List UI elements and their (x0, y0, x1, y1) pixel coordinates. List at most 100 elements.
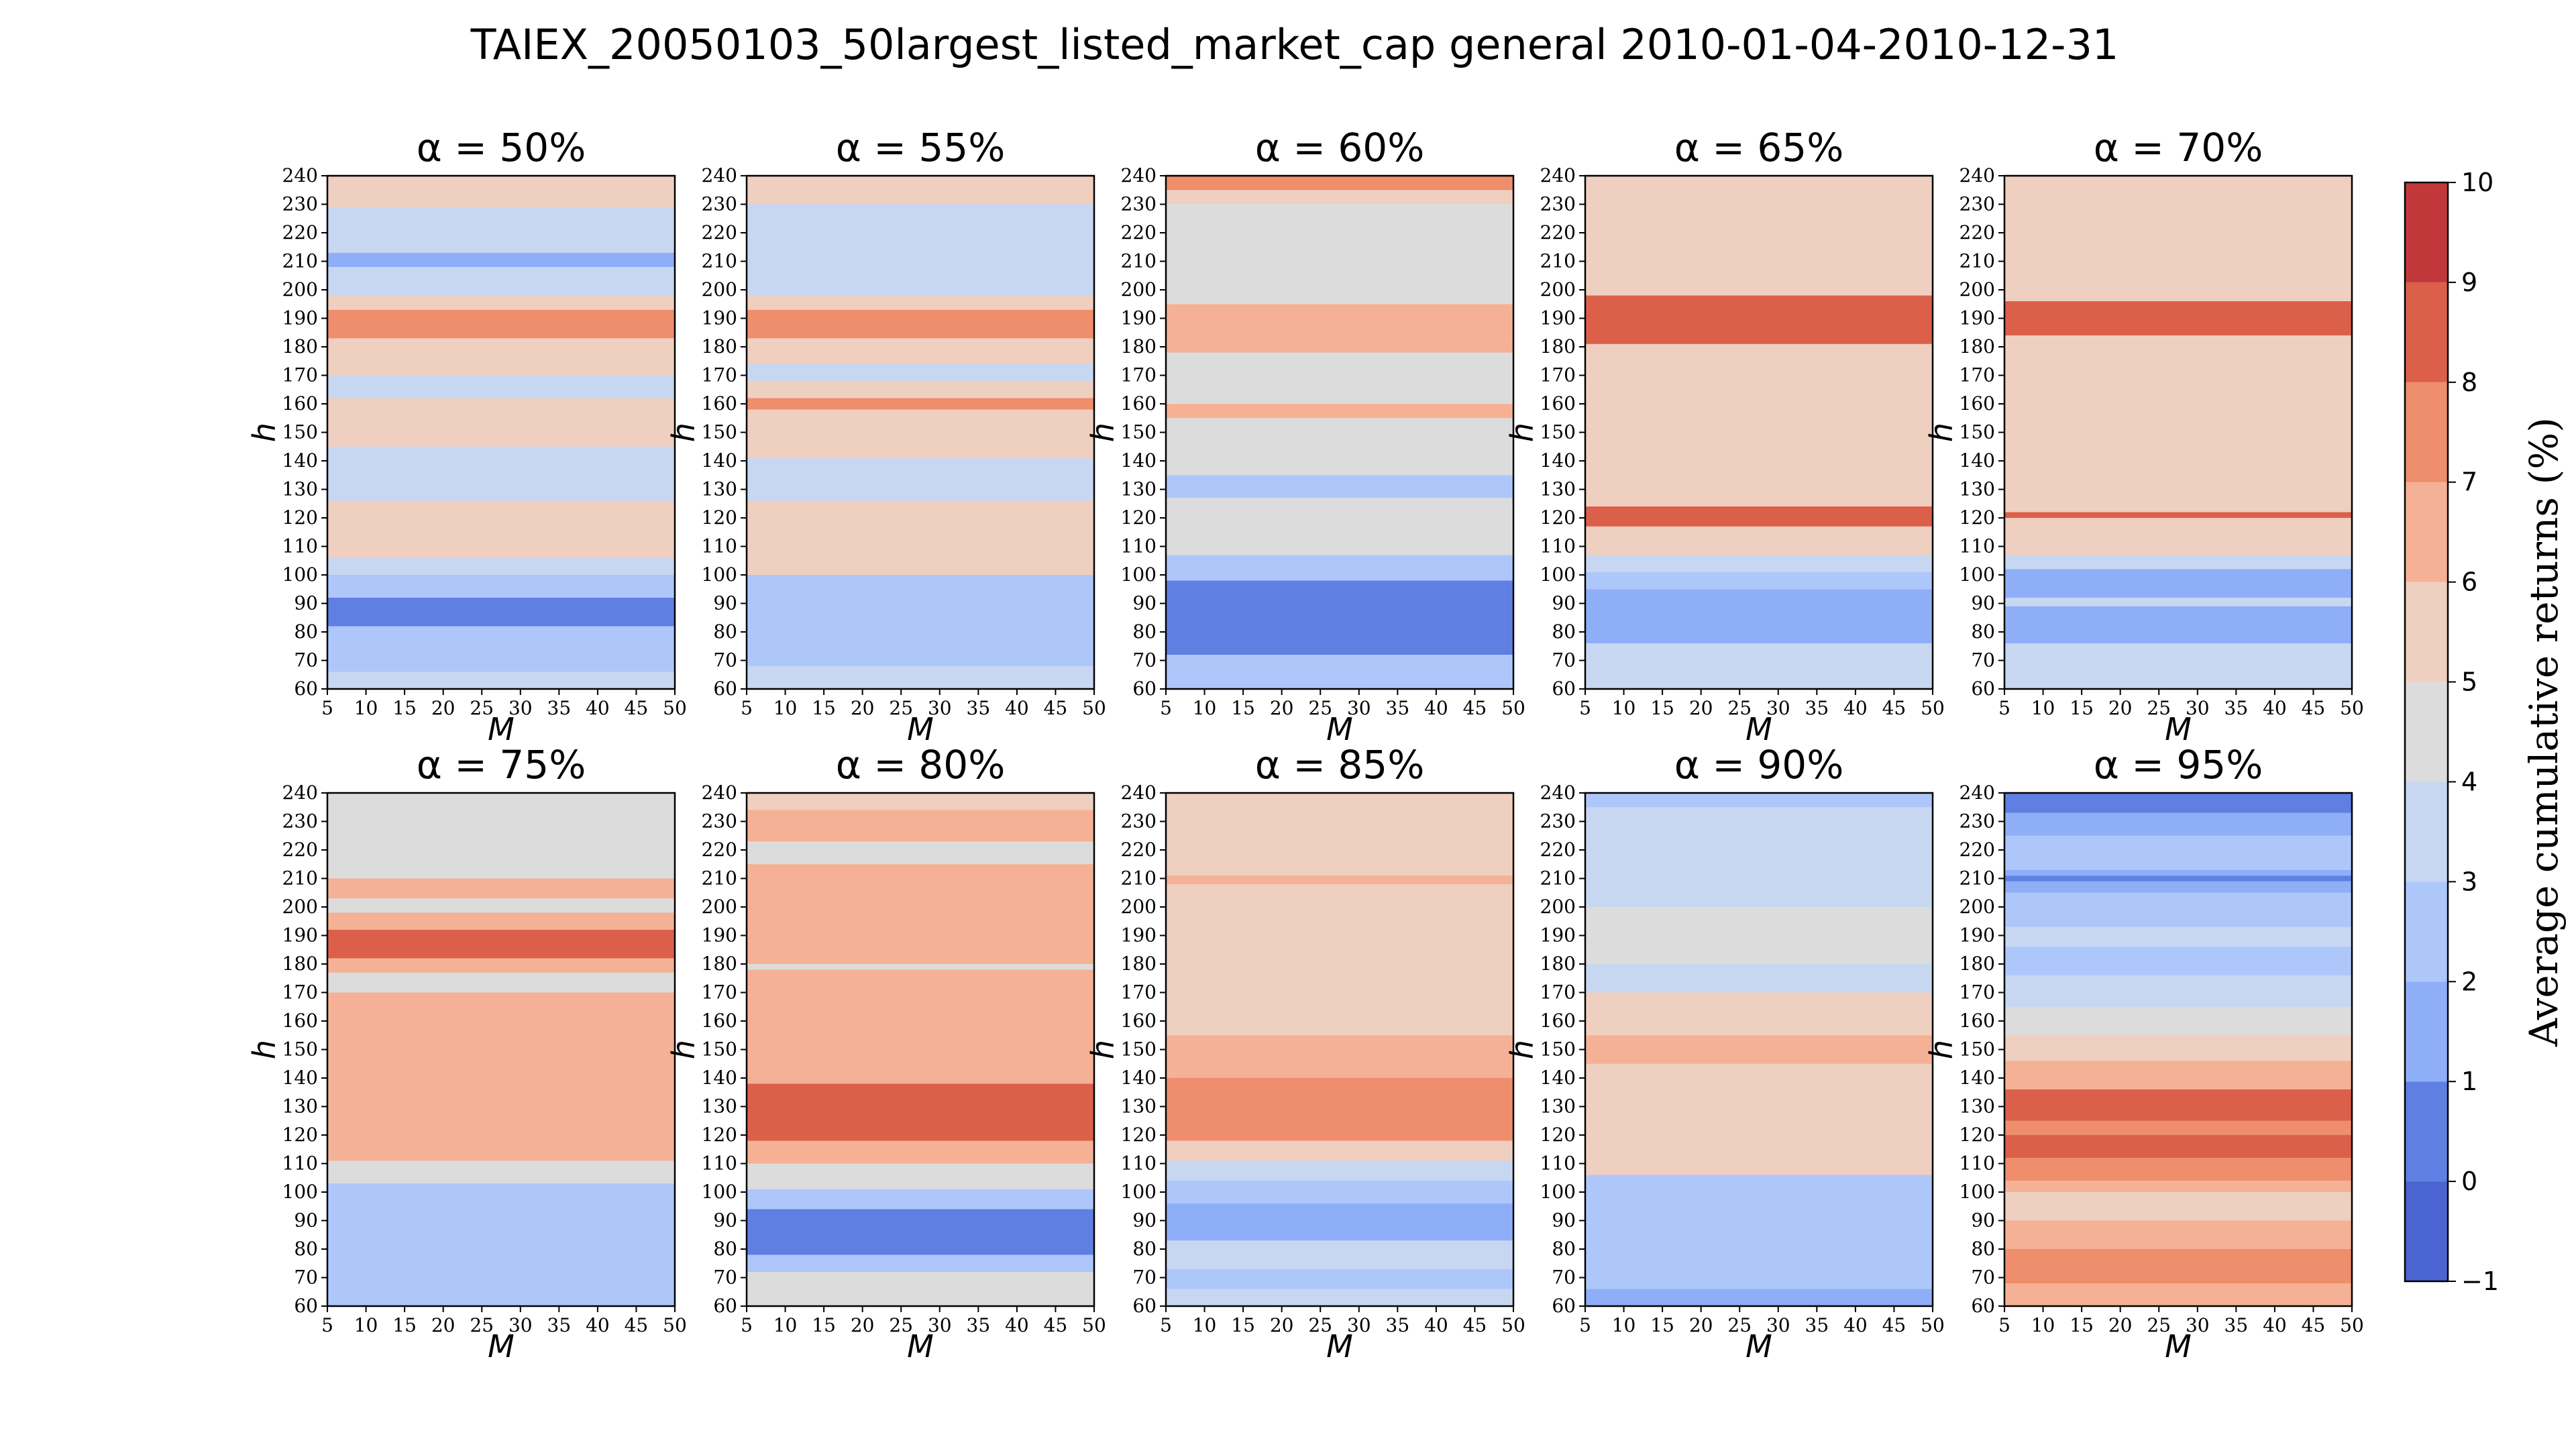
y-tick-label: 200 (1121, 278, 1157, 301)
panel-title: α = 70% (2094, 125, 2263, 170)
y-tick-label: 200 (282, 278, 318, 301)
x-tick-label: 20 (1689, 1314, 1713, 1336)
y-tick-label: 150 (282, 421, 318, 443)
x-tick-label: 20 (1270, 697, 1294, 719)
contour-band (747, 969, 1094, 1084)
y-tick-label: 80 (713, 1238, 737, 1260)
y-tick-label: 110 (1540, 1152, 1576, 1175)
panel-title: α = 90% (1674, 742, 1844, 788)
x-tick-label: 45 (625, 697, 649, 719)
contour-band (327, 878, 675, 899)
contour-band (1585, 964, 1933, 993)
x-tick-label: 25 (470, 697, 494, 719)
contour-band (1166, 555, 1513, 581)
contour-band (747, 309, 1094, 339)
y-tick-label: 230 (282, 193, 318, 215)
y-tick-label: 80 (1552, 621, 1576, 643)
contour-band (327, 267, 675, 296)
y-tick-label: 100 (702, 1181, 737, 1203)
contour-band (1166, 1203, 1513, 1241)
y-tick-label: 150 (1540, 1038, 1576, 1061)
contour-band (2004, 598, 2352, 606)
y-tick-label: 140 (1540, 449, 1576, 472)
y-tick-label: 150 (702, 421, 737, 443)
y-tick-label: 190 (1121, 924, 1157, 947)
x-axis-label: M (488, 1328, 515, 1364)
y-tick-label: 220 (1121, 839, 1157, 861)
colorbar-tick-label: 7 (2461, 468, 2477, 497)
y-tick-label: 160 (702, 1010, 737, 1032)
x-tick-label: 40 (1843, 1314, 1868, 1336)
contour-band (747, 864, 1094, 964)
y-tick-label: 110 (702, 1152, 737, 1175)
y-tick-label: 160 (1540, 392, 1576, 415)
y-tick-label: 140 (1121, 1067, 1157, 1089)
contour-band (1585, 526, 1933, 555)
x-tick-label: 35 (1805, 1314, 1829, 1336)
x-tick-label: 20 (2108, 697, 2133, 719)
x-tick-label: 20 (431, 697, 455, 719)
contour-band (2004, 892, 2352, 927)
contour-band (327, 338, 675, 376)
x-tick-label: 30 (1766, 697, 1790, 719)
contour-band (1585, 807, 1933, 907)
contour-band (327, 309, 675, 339)
y-tick-label: 120 (702, 1124, 737, 1146)
x-tick-label: 25 (2147, 697, 2171, 719)
y-tick-label: 210 (1540, 867, 1576, 890)
y-tick-label: 130 (1540, 1095, 1576, 1118)
colorbar-label: Average cumulative returns (%) (2521, 417, 2567, 1047)
y-tick-label: 170 (1540, 364, 1576, 386)
y-tick-label: 190 (1960, 307, 1995, 329)
y-tick-label: 100 (1540, 1181, 1576, 1203)
contour-band (1585, 176, 1933, 296)
contour-band (2004, 835, 2352, 870)
y-tick-label: 70 (294, 1267, 318, 1289)
y-tick-label: 240 (1960, 782, 1995, 804)
contour-band (327, 1183, 675, 1306)
x-tick-label: 40 (2263, 697, 2287, 719)
contour-band (1585, 1175, 1933, 1210)
y-axis-label: h (1085, 1040, 1121, 1059)
contour-panel: α = 60% 5 10 15 20 25 30 35 40 45 50 60 70 80 90 100 110… (1085, 125, 1525, 747)
y-tick-label: 210 (282, 250, 318, 272)
x-tick-label: 15 (392, 697, 417, 719)
contour-band (1166, 655, 1513, 689)
contour-band (1166, 875, 1513, 884)
y-tick-label: 60 (1132, 678, 1157, 700)
x-tick-label: 30 (508, 697, 533, 719)
x-tick-label: 25 (889, 697, 913, 719)
contour-band (747, 810, 1094, 842)
contour-band (1585, 572, 1933, 590)
y-tick-label: 240 (282, 782, 318, 804)
contour-band (327, 295, 675, 310)
contour-band (1166, 1078, 1513, 1141)
panel-title: α = 50% (417, 125, 586, 170)
y-tick-label: 130 (1960, 1095, 1995, 1118)
contour-band (327, 793, 675, 879)
x-tick-label: 5 (741, 1314, 753, 1336)
y-tick-label: 60 (1971, 678, 1995, 700)
contour-band (747, 176, 1094, 205)
contour-band (2004, 812, 2352, 836)
contour-band (1166, 1240, 1513, 1269)
colorbar-swatch (2405, 582, 2448, 682)
x-tick-label: 10 (2031, 1314, 2055, 1336)
y-tick-label: 60 (1552, 1295, 1576, 1317)
x-tick-label: 35 (1386, 697, 1410, 719)
y-tick-label: 70 (713, 649, 737, 672)
y-tick-label: 210 (1121, 867, 1157, 890)
y-tick-label: 110 (1121, 1152, 1157, 1175)
x-axis-label: M (907, 1328, 934, 1364)
y-tick-label: 80 (1971, 1238, 1995, 1260)
y-axis-label: h (665, 423, 702, 442)
contour-band (2004, 1181, 2352, 1192)
x-tick-label: 10 (2031, 697, 2055, 719)
y-tick-label: 90 (1971, 1210, 1995, 1232)
x-tick-label: 30 (928, 697, 952, 719)
contour-band (2004, 606, 2352, 643)
panel-title: α = 65% (1674, 125, 1844, 170)
y-tick-label: 210 (702, 250, 737, 272)
y-tick-label: 170 (702, 364, 737, 386)
contour-band (1585, 793, 1933, 808)
